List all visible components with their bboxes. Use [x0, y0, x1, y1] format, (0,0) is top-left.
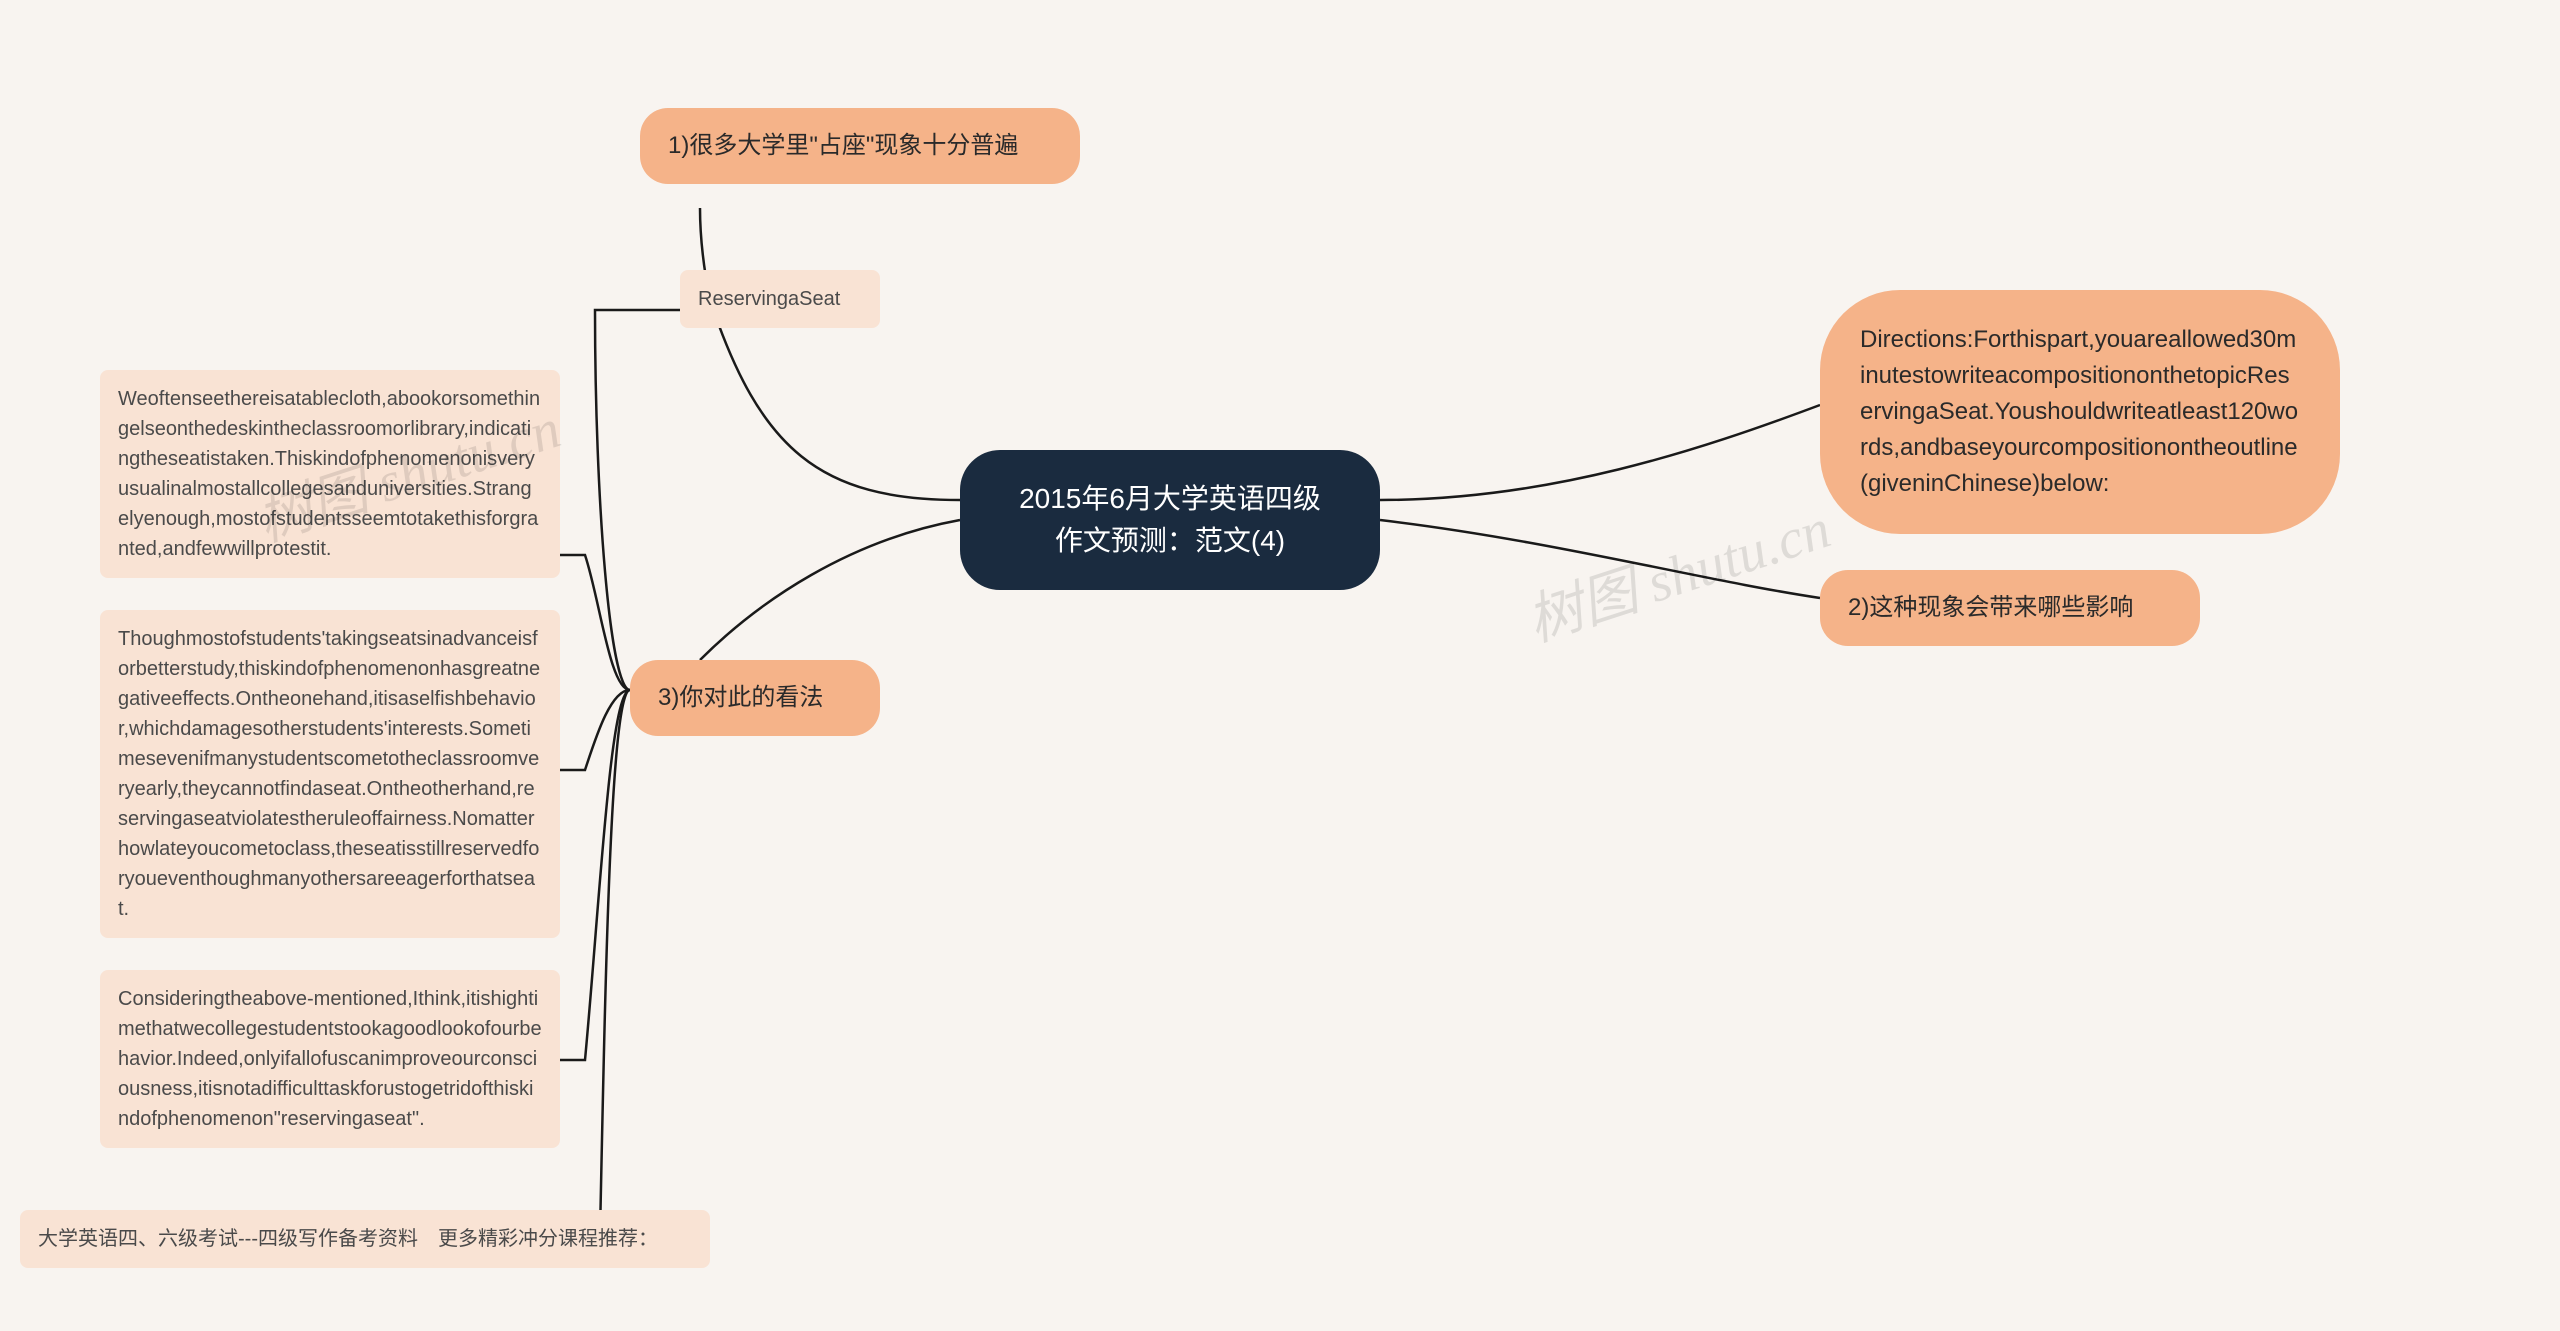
edge-root-bR1: [1380, 405, 1820, 500]
branch-directions-text: Directions:Forthispart,youareallowed30mi…: [1860, 322, 2300, 502]
leaf-paragraph-1[interactable]: Weoftenseethereisatablecloth,abookorsome…: [100, 370, 560, 578]
leaf-more-courses[interactable]: 》》更多精彩冲分课程推荐：: [390, 1210, 710, 1268]
leaf-paragraph-1-text: Weoftenseethereisatablecloth,abookorsome…: [118, 388, 540, 560]
branch-outline-1[interactable]: 1)很多大学里"占座"现象十分普遍: [640, 108, 1080, 184]
edge-root-bR2: [1380, 520, 1820, 598]
edge-b3-l2: [560, 555, 630, 690]
leaf-paragraph-2-text: Thoughmostofstudents'takingseatsinadvanc…: [118, 628, 540, 920]
leaf-title-text: ReservingaSeat: [698, 288, 840, 310]
branch-directions[interactable]: Directions:Forthispart,youareallowed30mi…: [1820, 290, 2340, 534]
edge-root-b1: [700, 208, 960, 500]
edge-root-b3: [700, 520, 960, 660]
edge-b3-l1: [595, 310, 680, 690]
branch-outline-1-label: 1)很多大学里"占座"现象十分普遍: [668, 132, 1018, 159]
edge-b3-l4: [560, 690, 630, 1060]
edge-b3-l5: [600, 690, 710, 1234]
watermark-2: 树图 shutu.cn: [1515, 483, 1839, 657]
center-node[interactable]: 2015年6月大学英语四级 作文预测：范文(4): [960, 450, 1380, 590]
branch-outline-3[interactable]: 3)你对此的看法: [630, 660, 880, 736]
center-title-line1: 2015年6月大学英语四级: [1000, 478, 1340, 520]
leaf-cet-resource-text: 大学英语四、六级考试---四级写作备考资料: [38, 1228, 418, 1250]
branch-outline-2[interactable]: 2)这种现象会带来哪些影响: [1820, 570, 2200, 646]
leaf-more-courses-text: 》》更多精彩冲分课程推荐：: [408, 1228, 658, 1250]
center-title-line2: 作文预测：范文(4): [1000, 520, 1340, 562]
leaf-paragraph-3-text: Consideringtheabove-mentioned,Ithink,iti…: [118, 988, 542, 1130]
leaf-title[interactable]: ReservingaSeat: [680, 270, 880, 328]
leaf-cet-resource[interactable]: 大学英语四、六级考试---四级写作备考资料: [20, 1210, 436, 1268]
leaf-paragraph-3[interactable]: Consideringtheabove-mentioned,Ithink,iti…: [100, 970, 560, 1148]
leaf-paragraph-2[interactable]: Thoughmostofstudents'takingseatsinadvanc…: [100, 610, 560, 938]
edge-b3-l3: [560, 690, 630, 770]
branch-outline-3-label: 3)你对此的看法: [658, 684, 823, 711]
branch-outline-2-label: 2)这种现象会带来哪些影响: [1848, 594, 2133, 621]
